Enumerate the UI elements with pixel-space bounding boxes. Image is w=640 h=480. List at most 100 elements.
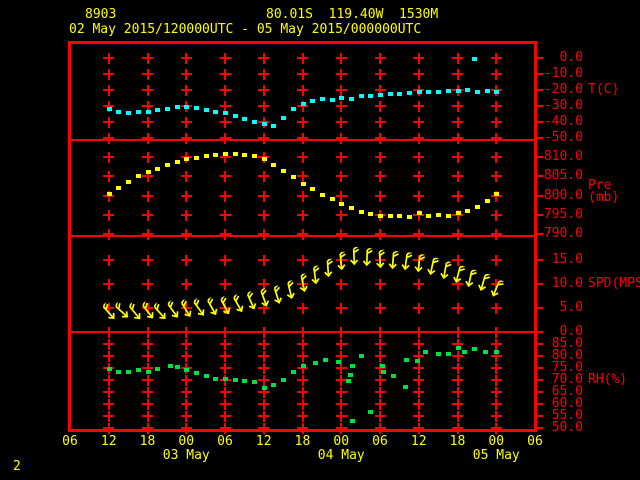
grid-plus-mark bbox=[258, 68, 270, 80]
grid-plus-mark bbox=[452, 68, 463, 80]
pressure-data-point bbox=[339, 202, 345, 207]
grid-plus-mark bbox=[103, 422, 115, 434]
y-axis-tick-label: 50.0 bbox=[551, 420, 583, 435]
grid-plus-mark bbox=[219, 278, 231, 290]
grid-plus-mark bbox=[219, 170, 231, 182]
pressure-data-point bbox=[407, 214, 413, 219]
grid-plus-mark bbox=[452, 228, 463, 240]
y-axis-tick-label: 0.0 bbox=[559, 324, 583, 339]
grid-plus-mark bbox=[180, 209, 192, 221]
grid-plus-mark bbox=[374, 410, 386, 422]
grid-plus-mark bbox=[374, 326, 386, 338]
grid-plus-mark bbox=[258, 52, 270, 64]
time-range-title: 02 May 2015/120000UTC - 05 May 2015/0000… bbox=[69, 22, 422, 37]
grid-plus-mark bbox=[297, 170, 308, 182]
grid-plus-mark bbox=[413, 116, 425, 128]
temperature-data-point bbox=[290, 107, 296, 112]
wind-barb-icon bbox=[324, 258, 334, 277]
humidity-data-point bbox=[155, 367, 161, 372]
humidity-data-point bbox=[242, 379, 248, 384]
grid-plus-mark bbox=[297, 116, 308, 128]
grid-plus-mark bbox=[335, 132, 347, 144]
pressure-data-point bbox=[213, 153, 219, 158]
temperature-data-point bbox=[348, 96, 354, 101]
grid-plus-mark bbox=[452, 100, 463, 112]
pressure-data-point bbox=[106, 191, 112, 196]
grid-plus-mark bbox=[374, 302, 386, 314]
y-axis-tick bbox=[534, 156, 543, 158]
grid-plus-mark bbox=[335, 350, 347, 362]
grid-plus-mark bbox=[297, 151, 308, 163]
grid-plus-mark bbox=[219, 422, 231, 434]
y-axis-tick-label: -50.0 bbox=[543, 130, 583, 145]
grid-plus-mark bbox=[103, 52, 115, 64]
grid-plus-mark bbox=[490, 209, 502, 221]
wind-barb-icon bbox=[246, 289, 257, 310]
wind-barb-icon bbox=[350, 246, 360, 266]
grid-plus-mark bbox=[219, 398, 231, 410]
temperature-data-point bbox=[310, 99, 316, 104]
temperature-data-point bbox=[281, 116, 287, 120]
grid-plus-mark bbox=[335, 362, 347, 374]
grid-plus-mark bbox=[297, 410, 308, 422]
grid-plus-mark bbox=[490, 350, 502, 362]
humidity-data-point bbox=[390, 374, 396, 379]
grid-plus-mark bbox=[490, 422, 502, 434]
grid-plus-mark bbox=[413, 100, 425, 112]
pressure-data-point bbox=[397, 213, 403, 218]
pressure-data-point bbox=[455, 211, 461, 216]
grid-plus-mark bbox=[142, 100, 153, 112]
grid-plus-mark bbox=[297, 326, 308, 338]
grid-plus-mark bbox=[219, 350, 231, 362]
temperature-data-point bbox=[203, 108, 209, 112]
grid-plus-mark bbox=[297, 254, 308, 266]
grid-plus-mark bbox=[180, 338, 192, 350]
y-axis-tick bbox=[534, 195, 543, 197]
grid-plus-mark bbox=[374, 362, 386, 374]
time-tick-label: 06 bbox=[372, 434, 388, 449]
grid-plus-mark bbox=[374, 278, 386, 290]
y-axis-tick-label: 0.0 bbox=[559, 50, 583, 65]
temperature-data-point bbox=[436, 90, 442, 95]
time-tick-label: 00 bbox=[178, 434, 195, 449]
y-axis-tick-label: 810.0 bbox=[543, 149, 583, 164]
grid-plus-mark bbox=[490, 52, 502, 64]
grid-plus-mark bbox=[413, 422, 425, 434]
grid-plus-mark bbox=[219, 190, 231, 202]
grid-plus-mark bbox=[258, 100, 270, 112]
grid-plus-mark bbox=[103, 116, 115, 128]
humidity-data-point bbox=[455, 345, 461, 350]
humidity-data-point bbox=[483, 350, 489, 355]
y-axis-tick bbox=[534, 121, 543, 123]
temperature-data-point bbox=[155, 108, 161, 112]
y-axis-tick-label: -40.0 bbox=[543, 114, 583, 129]
grid-plus-mark bbox=[413, 209, 425, 221]
wind-barb-icon bbox=[414, 252, 426, 273]
temperature-data-point bbox=[407, 91, 413, 96]
grid-plus-mark bbox=[413, 326, 425, 338]
humidity-data-point bbox=[271, 382, 277, 387]
grid-plus-mark bbox=[413, 410, 425, 422]
grid-plus-mark bbox=[452, 362, 463, 374]
y-axis-tick-label: -20.0 bbox=[543, 82, 583, 97]
y-axis-tick bbox=[534, 73, 543, 75]
y-axis-tick bbox=[534, 379, 543, 381]
grid-plus-mark bbox=[374, 151, 386, 163]
wind-barb-icon bbox=[154, 301, 166, 319]
grid-plus-mark bbox=[142, 302, 153, 314]
humidity-data-point bbox=[145, 369, 151, 374]
grid-plus-mark bbox=[335, 228, 347, 240]
grid-plus-mark bbox=[374, 52, 386, 64]
grid-plus-mark bbox=[219, 338, 231, 350]
y-axis-tick bbox=[534, 343, 543, 345]
pressure-data-point bbox=[494, 192, 500, 197]
grid-plus-mark bbox=[258, 228, 270, 240]
grid-plus-mark bbox=[374, 422, 386, 434]
grid-plus-mark bbox=[142, 132, 153, 144]
temperature-data-point bbox=[213, 109, 219, 114]
pressure-data-point bbox=[126, 180, 132, 185]
grid-plus-mark bbox=[413, 228, 425, 240]
grid-plus-mark bbox=[258, 278, 270, 290]
pressure-data-point bbox=[300, 182, 306, 187]
grid-plus-mark bbox=[374, 338, 386, 350]
